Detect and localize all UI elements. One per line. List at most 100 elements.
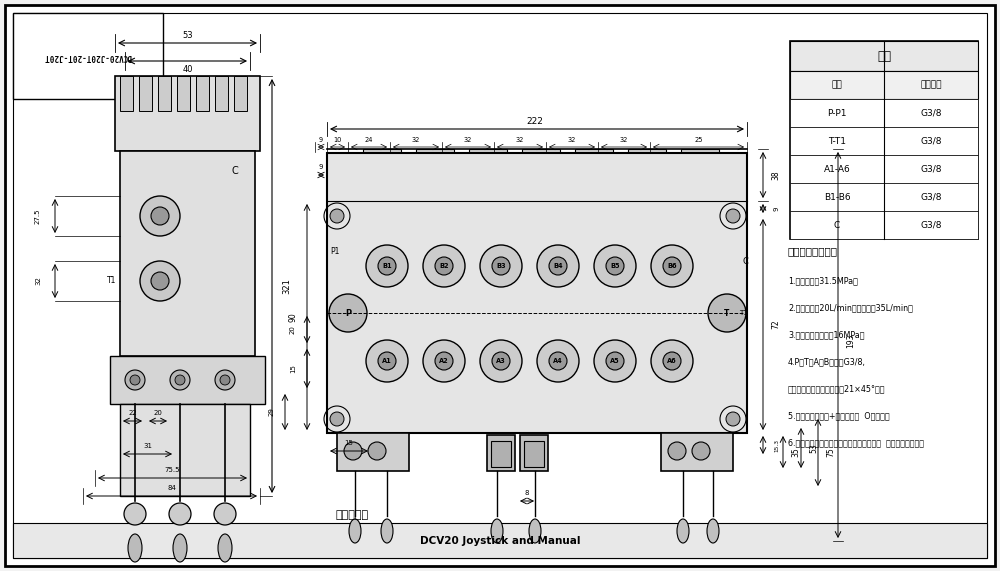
- Text: G3/8: G3/8: [920, 108, 942, 118]
- Text: 321: 321: [283, 278, 292, 294]
- Circle shape: [594, 340, 636, 382]
- Ellipse shape: [128, 534, 142, 562]
- Circle shape: [726, 412, 740, 426]
- Text: 1.额定压力：31.5MPa；: 1.额定压力：31.5MPa；: [788, 276, 858, 285]
- Circle shape: [368, 442, 386, 460]
- Text: A1: A1: [382, 358, 392, 364]
- Circle shape: [651, 340, 693, 382]
- Text: B1: B1: [382, 263, 392, 269]
- Bar: [790, 127, 978, 155]
- Circle shape: [594, 245, 636, 287]
- Bar: [575, 149, 613, 201]
- Circle shape: [170, 370, 190, 390]
- Ellipse shape: [381, 519, 393, 543]
- Bar: [416, 149, 454, 201]
- Text: B6: B6: [667, 263, 677, 269]
- Text: 75: 75: [827, 448, 836, 457]
- Text: T: T: [724, 308, 730, 317]
- Circle shape: [329, 294, 367, 332]
- Text: DCV20 Joystick and Manual: DCV20 Joystick and Manual: [420, 536, 580, 545]
- Text: A1-A6: A1-A6: [824, 164, 850, 174]
- Text: C: C: [232, 166, 238, 176]
- Text: P-P1: P-P1: [827, 108, 847, 118]
- Circle shape: [175, 375, 185, 385]
- Bar: [790, 99, 978, 127]
- Text: G3/8: G3/8: [920, 220, 942, 230]
- Text: 22: 22: [128, 410, 137, 416]
- Circle shape: [423, 340, 465, 382]
- Text: 32: 32: [35, 276, 41, 286]
- Bar: [196, 76, 209, 111]
- Circle shape: [668, 442, 686, 460]
- Text: 10: 10: [333, 137, 342, 143]
- Circle shape: [537, 245, 579, 287]
- Circle shape: [492, 257, 510, 275]
- Text: 75.5: 75.5: [165, 467, 180, 473]
- Text: B5: B5: [610, 263, 620, 269]
- Text: 均为平面密封，茵纹孔口倁21×45°角。: 均为平面密封，茵纹孔口倁21×45°角。: [788, 384, 886, 393]
- Circle shape: [606, 352, 624, 370]
- Text: 5.控制方式：手动+弹笧复位，  O型阀杆；: 5.控制方式：手动+弹笧复位， O型阀杆；: [788, 411, 890, 420]
- Circle shape: [435, 257, 453, 275]
- Circle shape: [423, 245, 465, 287]
- Bar: [110, 356, 265, 404]
- Circle shape: [480, 340, 522, 382]
- Circle shape: [549, 352, 567, 370]
- Text: 2.额定流量：20L/min，最大流量35L/min；: 2.额定流量：20L/min，最大流量35L/min；: [788, 303, 913, 312]
- Text: 29: 29: [269, 408, 275, 416]
- Circle shape: [726, 209, 740, 223]
- Text: 222: 222: [527, 116, 543, 126]
- Ellipse shape: [529, 519, 541, 543]
- Circle shape: [378, 352, 396, 370]
- Bar: [790, 183, 978, 211]
- Circle shape: [366, 245, 408, 287]
- Bar: [120, 404, 250, 496]
- Bar: [520, 435, 548, 471]
- Bar: [13, 13, 163, 99]
- Text: G3/8: G3/8: [920, 164, 942, 174]
- Text: 9: 9: [319, 137, 323, 143]
- Text: 35: 35: [792, 447, 801, 457]
- Text: 32: 32: [516, 137, 524, 143]
- Bar: [790, 41, 978, 239]
- Text: 40: 40: [182, 65, 193, 74]
- Text: P: P: [345, 308, 351, 317]
- Circle shape: [708, 294, 746, 332]
- Text: 15: 15: [290, 364, 296, 373]
- Circle shape: [549, 257, 567, 275]
- Circle shape: [215, 370, 235, 390]
- Text: 15.3: 15.3: [774, 439, 780, 452]
- Text: B4: B4: [553, 263, 563, 269]
- Bar: [487, 435, 515, 471]
- Text: 9: 9: [773, 206, 779, 211]
- Text: 84: 84: [167, 485, 176, 491]
- Text: B3: B3: [496, 263, 506, 269]
- Text: 阀体: 阀体: [877, 50, 891, 62]
- Text: G3/8: G3/8: [920, 136, 942, 146]
- Text: C: C: [834, 220, 840, 230]
- Bar: [337, 433, 409, 471]
- Bar: [177, 76, 190, 111]
- Circle shape: [169, 503, 191, 525]
- Ellipse shape: [707, 519, 719, 543]
- Text: 9: 9: [319, 164, 323, 170]
- Text: G3/8: G3/8: [920, 192, 942, 202]
- Text: 茵纹规格: 茵纹规格: [920, 81, 942, 90]
- Bar: [120, 76, 133, 111]
- Circle shape: [125, 370, 145, 390]
- Text: 8: 8: [525, 490, 529, 496]
- Ellipse shape: [349, 519, 361, 543]
- Bar: [790, 155, 978, 183]
- Ellipse shape: [677, 519, 689, 543]
- Circle shape: [606, 257, 624, 275]
- Circle shape: [130, 375, 140, 385]
- Bar: [327, 153, 747, 433]
- Circle shape: [492, 352, 510, 370]
- Text: 15: 15: [345, 440, 353, 446]
- Bar: [790, 41, 978, 71]
- Circle shape: [330, 209, 344, 223]
- Circle shape: [214, 503, 236, 525]
- Ellipse shape: [173, 534, 187, 562]
- Circle shape: [124, 503, 146, 525]
- Ellipse shape: [218, 534, 232, 562]
